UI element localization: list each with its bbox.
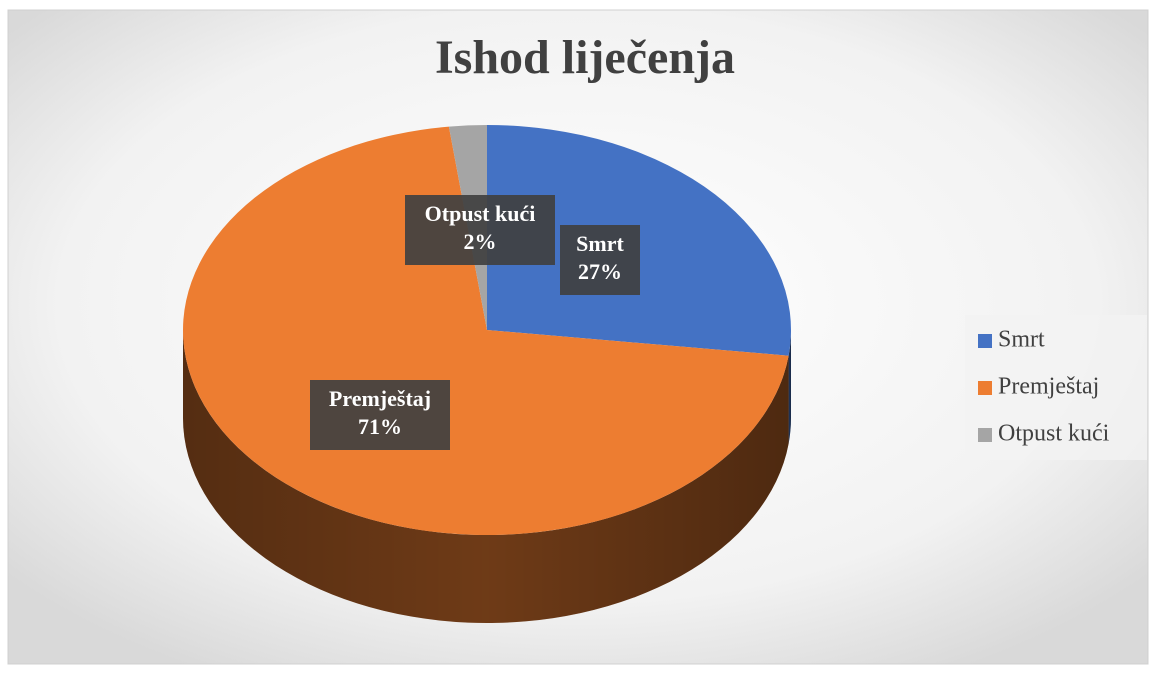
- data-label-value: 71%: [358, 414, 402, 439]
- legend-swatch: [978, 428, 992, 442]
- data-label-box: [405, 195, 555, 265]
- legend: Smrt Premještaj Otpust kući: [965, 315, 1147, 460]
- legend-label: Smrt: [998, 327, 1045, 353]
- data-label-category: Premještaj: [329, 386, 431, 411]
- legend-box: [965, 315, 1147, 460]
- data-label-value: 27%: [578, 259, 622, 284]
- data-label-value: 2%: [464, 229, 497, 254]
- legend-label: Premještaj: [998, 374, 1099, 400]
- data-label-box: [310, 380, 450, 450]
- legend-label: Otpust kući: [998, 421, 1110, 447]
- data-label-category: Smrt: [576, 231, 624, 256]
- legend-swatch: [978, 381, 992, 395]
- side-shading: [183, 330, 789, 623]
- data-label-category: Otpust kući: [425, 201, 536, 226]
- data-labels: Smrt 27% Premještaj 71% Otpust kući 2%: [310, 195, 640, 450]
- side-shading: [788, 330, 791, 444]
- data-label-box: [560, 225, 640, 295]
- legend-swatch: [978, 334, 992, 348]
- chart-title: Ishod liječenja: [435, 31, 735, 84]
